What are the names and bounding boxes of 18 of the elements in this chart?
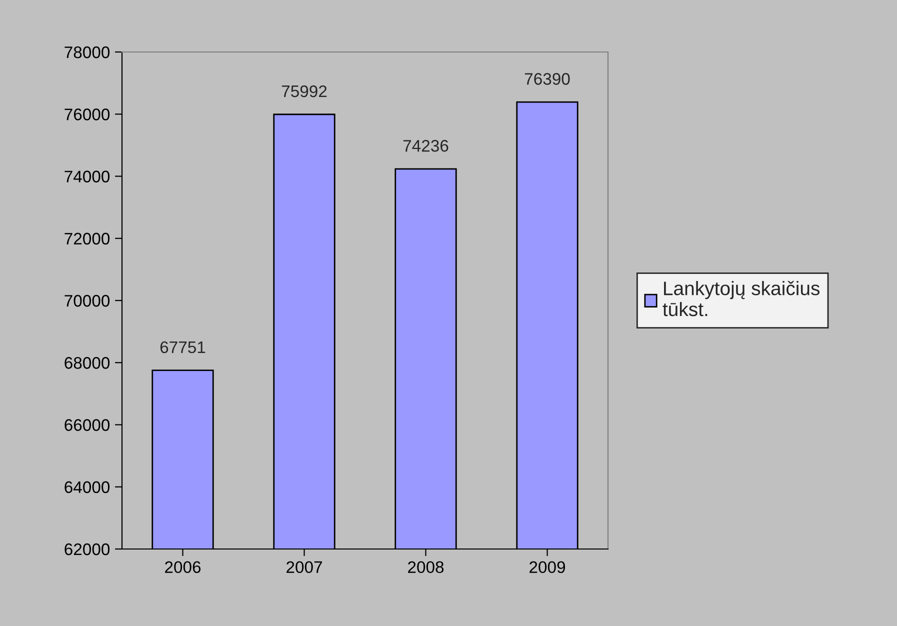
y-tick-label: 74000 (64, 170, 110, 182)
data-label: 75992 (282, 85, 327, 98)
data-label: 74236 (403, 140, 448, 152)
y-tick-label: 78000 (64, 46, 110, 58)
x-tick-label: 2007 (286, 561, 322, 574)
data-label: 67751 (160, 341, 206, 354)
y-tick-label: 76000 (64, 108, 110, 120)
data-label: 76390 (524, 73, 570, 85)
y-tick-label: 62000 (64, 543, 110, 556)
y-tick-label: 66000 (64, 419, 110, 431)
x-tick-label: 2008 (408, 561, 444, 574)
y-tick-label: 72000 (64, 232, 110, 245)
y-tick-label: 68000 (64, 357, 110, 369)
y-tick-label: 64000 (64, 481, 110, 494)
x-tick-label: 2006 (165, 561, 201, 574)
legend-label: Lankytojų skaičius tūkst. (662, 280, 820, 316)
x-tick-label: 2009 (530, 561, 565, 574)
y-tick-label: 70000 (64, 294, 110, 307)
